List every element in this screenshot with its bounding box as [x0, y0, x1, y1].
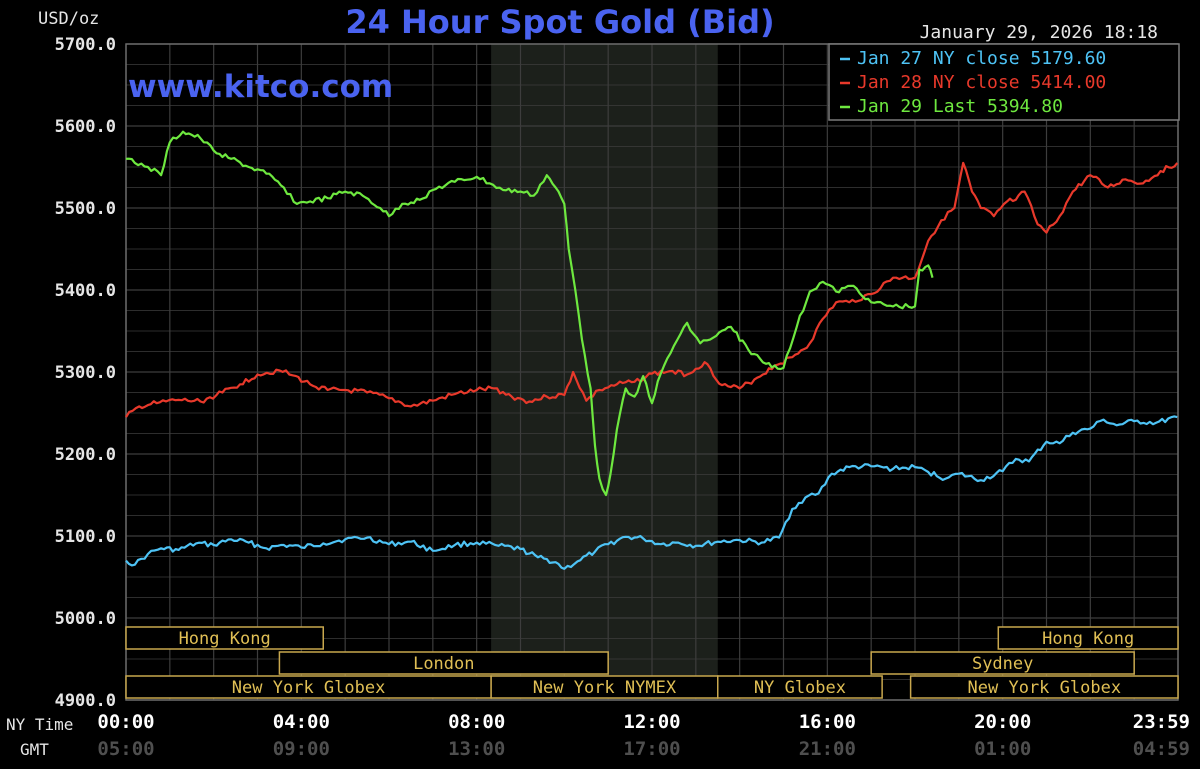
market-session-box — [717, 675, 883, 699]
grid — [125, 43, 1179, 701]
y-tick-label: 5000.0 — [55, 609, 116, 629]
x-tick-ny: 23:59 — [1133, 711, 1190, 733]
y-tick-label: 5500.0 — [55, 199, 116, 219]
x-tick-ny: 16:00 — [799, 711, 856, 733]
market-session-label: Sydney — [972, 654, 1033, 674]
market-session-label: London — [413, 654, 474, 674]
legend-box — [828, 43, 1180, 121]
market-session-label: Hong Kong — [1042, 629, 1134, 649]
y-tick-label: 5400.0 — [55, 281, 116, 301]
market-session-box — [870, 651, 1135, 675]
y-axis: 5700.0 5600.0 5500.0 5400.0 5300.0 5200.0 5100… — [55, 35, 116, 711]
x-tick-gmt: 13:00 — [448, 738, 505, 760]
y-tick-label: 5600.0 — [55, 117, 116, 137]
legend-entry: Jan 27 NY close 5179.60 — [857, 48, 1106, 69]
x-tick-gmt: 01:00 — [974, 738, 1031, 760]
x-tick-gmt: 17:00 — [623, 738, 680, 760]
y-tick-label: 5200.0 — [55, 445, 116, 465]
x-tick-ny: 12:00 — [623, 711, 680, 733]
x-tick-gmt: 09:00 — [273, 738, 330, 760]
market-session-box — [909, 675, 1179, 699]
series-line-jan-27 — [125, 415, 1178, 570]
x-tick-ny: 04:00 — [273, 711, 330, 733]
y-tick-label: 5300.0 — [55, 363, 116, 383]
y-tick-label: 5100.0 — [55, 527, 116, 547]
gmt-label: GMT — [20, 740, 49, 759]
watermark-url: www.kitco.com — [128, 69, 393, 105]
series-line-jan-28 — [125, 161, 1179, 418]
series-line-jan-29 — [125, 130, 934, 497]
x-tick-gmt: 05:00 — [97, 738, 154, 760]
y-tick-label: 5700.0 — [55, 35, 116, 55]
market-session-box — [997, 626, 1179, 650]
timestamp: January 29, 2026 18:18 — [920, 22, 1158, 43]
x-tick-ny: 20:00 — [974, 711, 1031, 733]
market-sessions: Hong Kong Hong Kong London Sydney New York G… — [125, 626, 1179, 699]
series-lines — [125, 130, 1179, 570]
market-session-label: New York Globex — [232, 678, 386, 698]
market-session-box — [278, 651, 609, 675]
plot-border — [125, 43, 1179, 701]
x-tick-gmt: 04:59 — [1133, 738, 1190, 760]
x-tick-gmt: 21:00 — [799, 738, 856, 760]
x-tick-ny: 00:00 — [97, 711, 154, 733]
legend-entry: Jan 28 NY close 5414.00 — [857, 72, 1106, 93]
chart-title: 24 Hour Spot Gold (Bid) — [345, 3, 774, 41]
ny-time-label: NY Time — [6, 715, 73, 734]
x-tick-ny: 08:00 — [448, 711, 505, 733]
market-session-label: Hong Kong — [179, 629, 271, 649]
legend: Jan 27 NY close 5179.60 Jan 28 NY close 5… — [828, 43, 1180, 121]
market-session-label: New York NYMEX — [533, 678, 677, 698]
unit-label: USD/oz — [38, 9, 99, 29]
market-session-label: NY Globex — [754, 678, 846, 698]
x-axis: NY Time GMT 00:00 05:00 04:00 09:00 08:00 13:00… — [6, 711, 1190, 760]
y-tick-label: 4900.0 — [55, 691, 116, 711]
legend-entry: Jan 29 Last 5394.80 — [857, 96, 1063, 117]
market-session-label: New York Globex — [968, 678, 1122, 698]
market-session-box — [125, 626, 324, 650]
